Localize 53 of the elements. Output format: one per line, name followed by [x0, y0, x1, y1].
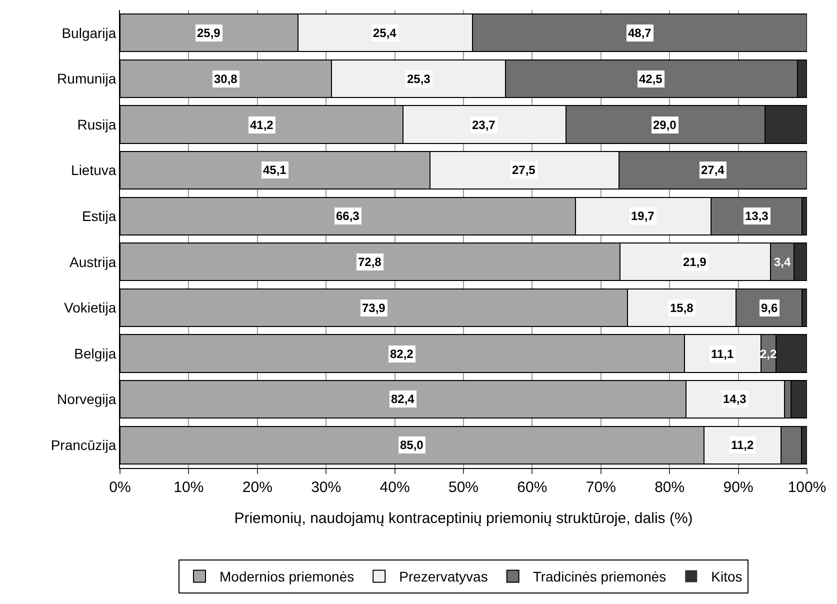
data-label: 3,4	[774, 255, 792, 269]
x-tick-label: 30%	[311, 479, 342, 496]
data-label: 25,3	[407, 72, 431, 86]
legend-label: Kitos	[711, 568, 742, 585]
y-tick-label: Bulgarija	[62, 24, 116, 41]
data-label: 85,0	[400, 438, 424, 452]
data-label: 30,8	[214, 72, 238, 86]
y-tick-label: Austrija	[70, 254, 116, 270]
x-tick-label: 70%	[586, 479, 616, 496]
data-label: 9,6	[761, 301, 778, 315]
x-tick-label: 0%	[109, 479, 131, 496]
data-label: 48,7	[628, 26, 652, 40]
y-tick-label: Vokietija	[64, 300, 116, 316]
data-label: 11,1	[711, 347, 734, 361]
x-tick-label: 80%	[654, 479, 685, 496]
y-tick-label: Norvegija	[57, 391, 116, 408]
y-tick-label: Estija	[82, 208, 116, 224]
y-tick-label: Rusija	[77, 116, 116, 132]
data-label: 14,3	[723, 392, 747, 406]
y-tick-label: Prancūzija	[50, 437, 116, 453]
data-label: 82,4	[391, 392, 415, 406]
legend-label: Prezervatyvas	[399, 568, 488, 585]
data-label: 66,3	[336, 209, 360, 223]
data-label: 73,9	[362, 301, 386, 315]
legend-label: Tradicinės priemonės	[532, 568, 666, 585]
data-label: 19,7	[631, 209, 655, 223]
x-tick-label: 10%	[174, 479, 204, 496]
data-label: 25,4	[373, 26, 397, 40]
x-tick-label: 100%	[788, 479, 826, 496]
data-label: 23,7	[472, 118, 496, 132]
data-label: 13,3	[745, 209, 769, 223]
x-tick-label: 20%	[242, 479, 272, 496]
x-tick-label: 50%	[448, 479, 479, 496]
y-tick-label: Lietuva	[71, 162, 116, 178]
data-label: 25,9	[197, 26, 221, 40]
x-axis-title: Priemonių, naudojamų kontraceptinių priemonių struktūroje, dalis (%)	[234, 510, 693, 527]
x-tick-label: 40%	[380, 479, 410, 496]
data-label: 82,2	[390, 347, 414, 361]
data-label: 27,4	[701, 163, 725, 177]
data-label: 15,8	[670, 301, 694, 315]
data-label: 11,2	[731, 438, 754, 452]
y-tick-label: Belgija	[74, 345, 116, 362]
y-tick-label: Rumunija	[57, 70, 116, 87]
x-tick-label: 60%	[517, 479, 548, 496]
data-label: 29,0	[653, 118, 677, 132]
data-label: 42,5	[639, 72, 663, 86]
legend-label: Modernios priemonės	[220, 568, 354, 585]
data-label: 72,8	[358, 255, 382, 269]
data-label: 41,2	[250, 118, 274, 132]
data-label: 45,1	[263, 163, 287, 177]
data-label: 27,5	[512, 163, 536, 177]
data-label: 21,9	[683, 255, 707, 269]
x-tick-label: 90%	[723, 479, 754, 496]
